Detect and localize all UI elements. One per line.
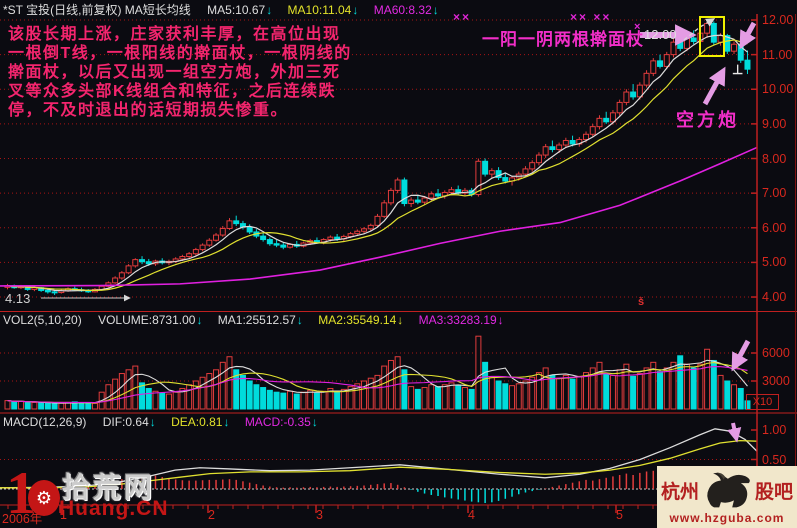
- axis-label: 10.00: [762, 82, 794, 97]
- volume-ma1-value: MA1:25512.57: [217, 313, 296, 327]
- gear-icon: ⚙: [28, 480, 60, 516]
- down-arrow-icon: ↓: [397, 313, 404, 327]
- watermark-suffix: 股吧: [755, 481, 794, 503]
- annotation-paragraph-line: 擀面杖，以后又出现一组空方炮，外加三死: [8, 64, 341, 81]
- volume-ma2-value: MA2:35549.14: [318, 313, 397, 327]
- axis-label: 3000: [762, 374, 790, 388]
- axis-label: 1.00: [762, 423, 787, 437]
- axis-label: 11.00: [762, 47, 793, 62]
- down-arrow-icon: ↓: [266, 3, 273, 17]
- peak-price-label: 12.00: [644, 27, 677, 42]
- dif-value: DIF:0.64: [102, 415, 149, 429]
- volume-indicator-name: VOL2(5,10,20): [3, 313, 82, 327]
- chart-header: *ST 宝投(日线,前复权) MA短长均线 MA5:10.67↓ MA10:11…: [3, 1, 451, 18]
- axis-label: 6000: [762, 346, 790, 360]
- down-arrow-icon: ↓: [432, 3, 439, 17]
- kongfangpao-annotation: 空方炮: [676, 110, 739, 130]
- ex-rights-marker: š: [638, 296, 645, 308]
- axis-label: 2006年: [2, 512, 43, 526]
- axis-label: 7.00: [762, 186, 787, 201]
- watermark-site-name: 拾荒网: [62, 472, 156, 503]
- annotation-paragraph-line: 叉等众多头部K线组合和特征，之后连续跌: [8, 83, 337, 100]
- axis-label: 3: [316, 508, 323, 522]
- ma60-value: MA60:8.32: [373, 3, 432, 17]
- volume-ma3-value: MA3:33283.19: [418, 313, 497, 327]
- volume-header: VOL2(5,10,20) VOLUME:8731.00↓ MA1:25512.…: [3, 313, 516, 327]
- axis-label: 4.00: [762, 290, 787, 305]
- watermark-url: www.hzguba.com: [669, 511, 785, 525]
- ma10-value: MA10:11.04: [287, 3, 352, 17]
- rolling-pin-annotation: 一阳一阴两根擀面杖: [482, 30, 644, 49]
- axis-label: 5: [616, 508, 623, 522]
- axis-label: 2: [208, 508, 215, 522]
- annotation-paragraph-line: 该股长期上涨，庄家获利丰厚，在高位出现: [8, 26, 341, 43]
- axis-label: 5.00: [762, 255, 787, 270]
- sell-signal-marker: ××: [453, 10, 472, 24]
- macd-header: MACD(12,26,9) DIF:0.64↓ DEA:0.81↓ MACD:-…: [3, 415, 330, 429]
- sell-signal-marker: ×× ××: [570, 10, 612, 24]
- watermark-site-url: Huang.CN: [59, 497, 169, 520]
- volume-scale-unit: X10: [746, 394, 779, 410]
- axis-label: 9.00: [762, 116, 787, 131]
- axis-label: 6.00: [762, 220, 787, 235]
- indicator-lines: [0, 34, 758, 489]
- down-arrow-icon: ↓: [311, 415, 318, 429]
- annotation-paragraph-line: 停，不及时退出的话短期损失惨重。: [8, 102, 289, 119]
- highlight-box: [699, 16, 725, 57]
- down-arrow-icon: ↓: [149, 415, 156, 429]
- app-title: *ST 宝投(日线,前复权) MA短长均线: [3, 3, 191, 17]
- down-arrow-icon: ↓: [497, 313, 504, 327]
- axis-label: 0.50: [762, 452, 787, 467]
- annotation-arrows: [41, 18, 757, 443]
- annotation-paragraph-line: 一根倒T线，一根阳线的擀面杖，一根阴线的: [8, 45, 352, 62]
- down-arrow-icon: ↓: [196, 313, 203, 327]
- watermark-city: 杭州: [660, 481, 699, 503]
- sell-signal-marker: ×: [634, 21, 643, 33]
- axis-label: 12.00: [762, 13, 794, 27]
- ma5-value: MA5:10.67: [207, 3, 266, 17]
- axis-label: 1: [60, 508, 67, 522]
- down-arrow-icon: ↓: [296, 313, 303, 327]
- axis-label: 4: [468, 508, 475, 522]
- inverted-t-marker: ⊥: [732, 62, 744, 77]
- bull-icon: [707, 472, 750, 508]
- watermark-shihuang: 1 ⚙ 拾荒网 Huang.CN: [4, 463, 234, 528]
- down-arrow-icon: ↓: [223, 415, 230, 429]
- watermark-hzguba: 杭州 股吧 www.hzguba.com: [657, 466, 797, 528]
- volume-value: VOLUME:8731.00: [98, 313, 196, 327]
- axis-label: 8.00: [762, 151, 787, 166]
- macd-value: MACD:-0.35: [244, 415, 311, 429]
- dea-value: DEA:0.81: [171, 415, 223, 429]
- down-arrow-icon: ↓: [352, 3, 359, 17]
- macd-indicator-name: MACD(12,26,9): [3, 415, 87, 429]
- low-price-label: 4.13: [5, 291, 31, 306]
